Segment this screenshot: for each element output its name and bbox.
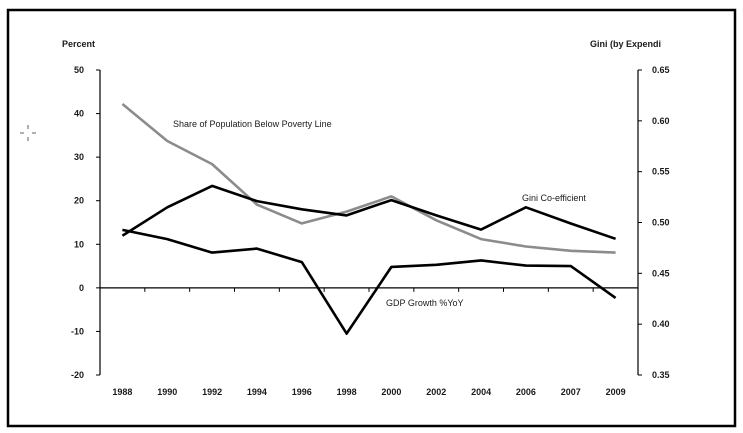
gdp-growth-point bbox=[390, 266, 393, 269]
poverty-point bbox=[256, 203, 259, 206]
move-cursor-icon bbox=[20, 125, 36, 141]
gini-point bbox=[345, 214, 348, 217]
right-axis-tick-label: 0.55 bbox=[652, 167, 670, 177]
poverty-point bbox=[345, 210, 348, 213]
x-axis-tick-label: 2002 bbox=[426, 387, 446, 397]
x-axis-tick-label: 2000 bbox=[381, 387, 401, 397]
gdp-growth-point bbox=[614, 297, 617, 300]
poverty-point bbox=[480, 238, 483, 241]
x-axis-tick-label: 1992 bbox=[202, 387, 222, 397]
x-axis-tick-label: 1998 bbox=[337, 387, 357, 397]
x-axis-tick-label: 1990 bbox=[157, 387, 177, 397]
left-axis-tick-label: -20 bbox=[71, 370, 84, 380]
poverty-point bbox=[300, 222, 303, 225]
poverty-point bbox=[211, 163, 214, 166]
gdp-growth-point bbox=[211, 251, 214, 254]
left-axis-title: Percent bbox=[62, 39, 95, 49]
gini-point bbox=[256, 200, 259, 203]
left-axis-tick-label: 50 bbox=[74, 65, 84, 75]
gini-point bbox=[166, 206, 169, 209]
gini-line bbox=[121, 184, 617, 241]
gini-point bbox=[211, 185, 214, 188]
gdp-growth-point bbox=[480, 259, 483, 262]
poverty-point bbox=[525, 245, 528, 248]
left-axis-tick-label: 20 bbox=[74, 196, 84, 206]
gdp-growth-point bbox=[300, 261, 303, 264]
left-axis-tick-label: 10 bbox=[74, 239, 84, 249]
gini-series-annotation: Gini Co-efficient bbox=[522, 193, 586, 203]
right-axis-tick-label: 0.50 bbox=[652, 218, 670, 228]
right-axis-tick-label: 0.60 bbox=[652, 116, 670, 126]
left-axis-tick-label: -10 bbox=[71, 326, 84, 336]
left-axis-tick-label: 40 bbox=[74, 109, 84, 119]
gdp-series-annotation: GDP Growth %YoY bbox=[386, 298, 464, 308]
gini-point bbox=[435, 214, 438, 217]
poverty-point bbox=[166, 140, 169, 143]
poverty-series-annotation: Share of Population Below Poverty Line bbox=[173, 119, 332, 129]
gdp-growth-point bbox=[121, 229, 124, 232]
right-axis-tick-label: 0.45 bbox=[652, 268, 670, 278]
right-axis-tick-label: 0.35 bbox=[652, 370, 670, 380]
poverty-point bbox=[435, 219, 438, 222]
gdp-growth-point bbox=[525, 264, 528, 267]
gini-point bbox=[390, 199, 393, 202]
poverty-point bbox=[121, 103, 124, 106]
gini-point bbox=[300, 208, 303, 211]
gini-point bbox=[614, 237, 617, 240]
gini-point bbox=[480, 228, 483, 231]
gini-point bbox=[569, 222, 572, 225]
x-axis-tick-label: 2007 bbox=[561, 387, 581, 397]
right-axis-title: Gini (by Expendi bbox=[590, 39, 661, 49]
x-axis-tick-label: 2004 bbox=[471, 387, 491, 397]
gdp-growth-line bbox=[122, 228, 617, 335]
right-axis-tick-label: 0.65 bbox=[652, 65, 670, 75]
gdp-growth-point bbox=[569, 265, 572, 268]
poverty-point bbox=[390, 195, 393, 198]
gdp-growth-point bbox=[345, 332, 348, 335]
poverty-line bbox=[121, 102, 616, 254]
left-axis-tick-label: 0 bbox=[79, 283, 84, 293]
chart-frame bbox=[6, 8, 737, 428]
left-axis-tick-label: 30 bbox=[74, 152, 84, 162]
gdp-growth-point bbox=[166, 238, 169, 241]
poverty-point bbox=[614, 251, 617, 254]
x-axis-tick-label: 2009 bbox=[606, 387, 626, 397]
gini-point bbox=[525, 206, 528, 209]
series-layer bbox=[121, 102, 617, 335]
gdp-growth-point bbox=[256, 247, 259, 250]
axes: 50 40 30 20 10 0 -10 -20 0.65 0.60 0.55 0.50 0.45 0.4… bbox=[71, 65, 670, 397]
x-axis-tick-label: 1996 bbox=[292, 387, 312, 397]
x-axis-tick-label: 1994 bbox=[247, 387, 267, 397]
right-axis-tick-label: 0.40 bbox=[652, 319, 670, 329]
x-axis-tick-label: 2006 bbox=[516, 387, 536, 397]
poverty-point bbox=[569, 250, 572, 253]
gdp-growth-point bbox=[435, 263, 438, 266]
x-axis-tick-label: 1988 bbox=[112, 387, 132, 397]
gini-point bbox=[121, 234, 124, 237]
